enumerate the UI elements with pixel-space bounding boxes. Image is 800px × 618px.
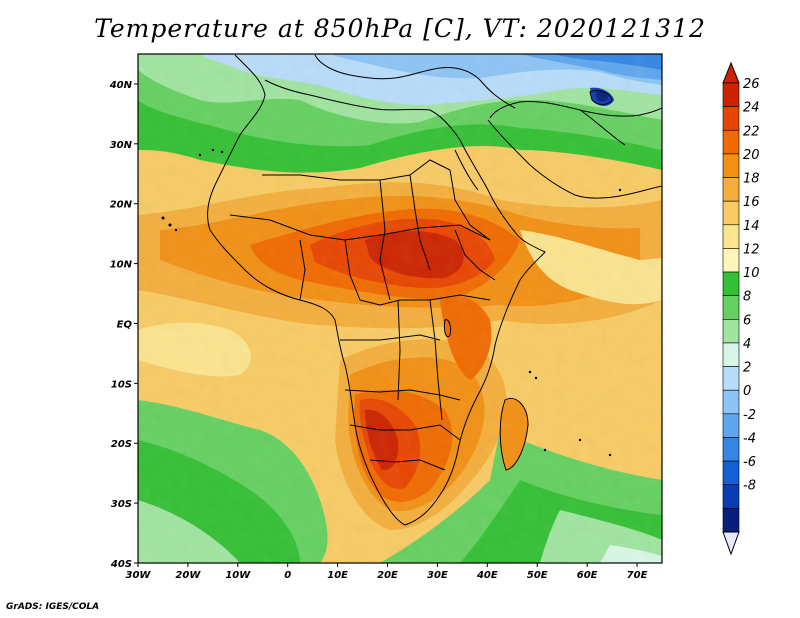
lon-label-0: 0 <box>284 570 291 581</box>
colorbar-swatch <box>722 224 740 249</box>
lat-label-20N: 20N <box>110 200 133 211</box>
colorbar-label: 10 <box>743 266 760 281</box>
colorbar-label: -2 <box>743 408 756 423</box>
lat-label-10N: 10N <box>110 260 133 271</box>
colorbar-swatch <box>722 271 740 296</box>
colorbar-label: 22 <box>743 124 760 139</box>
colorbar-label: 24 <box>743 101 760 116</box>
colorbar-label: 6 <box>743 313 751 328</box>
lat-label-40S: 40S <box>110 559 132 570</box>
colorbar-label: 0 <box>743 384 751 399</box>
colorbar-swatch <box>722 82 740 107</box>
colorbar-label: 2 <box>743 361 751 376</box>
colorbar-swatch <box>722 129 740 155</box>
colorbar-bottom-triangle <box>722 531 740 556</box>
colorbar-label: -8 <box>743 479 756 494</box>
colorbar-label: -6 <box>743 455 756 470</box>
map-title: Temperature at 850hPa [C], VT: 202012131… <box>94 14 706 43</box>
lat-label-30N: 30N <box>110 140 133 151</box>
lon-label-70E: 70E <box>627 570 648 581</box>
colorbar-swatch <box>722 484 740 509</box>
colorbar-swatch <box>722 366 740 391</box>
lon-label-30W: 30W <box>126 570 152 581</box>
colorbar-label: 26 <box>743 77 760 92</box>
colorbar-swatch <box>722 177 740 202</box>
lon-label-40E: 40E <box>476 570 498 581</box>
colorbar-swatch <box>722 153 740 178</box>
temperature-field <box>138 54 662 563</box>
lat-label-30S: 30S <box>111 499 132 510</box>
colorbar-swatch <box>722 106 740 131</box>
lon-label-60E: 60E <box>577 570 598 581</box>
colorbar-label: 20 <box>743 148 760 163</box>
lat-label-EQ: EQ <box>117 319 133 330</box>
grads-credit: GrADS: IGES/COLA <box>6 602 100 612</box>
coastlines-borders <box>207 54 662 526</box>
lon-label-10E: 10E <box>327 570 348 581</box>
colorbar-swatch <box>722 460 740 486</box>
colorbar-swatch <box>722 437 740 462</box>
latitude-axis: 40N 30N 20N 10N EQ 10S 20S 30S 40S <box>109 80 138 570</box>
lon-label-50E: 50E <box>527 570 548 581</box>
colorbar-label: 14 <box>743 219 760 234</box>
colorbar-top-triangle <box>722 61 740 84</box>
colorbar-label: 8 <box>743 290 751 305</box>
colorbar-label: 4 <box>743 337 751 352</box>
lat-label-40N: 40N <box>109 80 133 91</box>
colorbar-swatch <box>722 389 740 415</box>
lon-label-20E: 20E <box>377 570 398 581</box>
lat-label-10S: 10S <box>111 379 132 390</box>
colorbar-label: 12 <box>743 242 760 257</box>
colorbar-label: 16 <box>743 195 760 210</box>
lat-label-20S: 20S <box>111 439 132 450</box>
lon-label-20W: 20W <box>175 570 201 581</box>
colorbar-swatch <box>722 319 740 344</box>
colorbar-swatch <box>722 200 740 226</box>
colorbar-swatch <box>722 413 740 438</box>
longitude-axis: 30W 20W 10W 0 10E 20E 30E 40E 50E 60E 70E <box>126 563 648 581</box>
colorbar-swatch <box>722 295 740 320</box>
colorbar-label: 18 <box>743 172 760 187</box>
colorbar-swatch <box>722 248 740 273</box>
colorbar-swatch <box>722 342 740 367</box>
lon-label-10W: 10W <box>225 570 251 581</box>
lon-label-30E: 30E <box>427 570 448 581</box>
island-dots <box>161 148 622 457</box>
colorbar-label: -4 <box>743 431 756 446</box>
colorbar-swatch <box>722 508 740 533</box>
map-frame <box>137 53 663 564</box>
